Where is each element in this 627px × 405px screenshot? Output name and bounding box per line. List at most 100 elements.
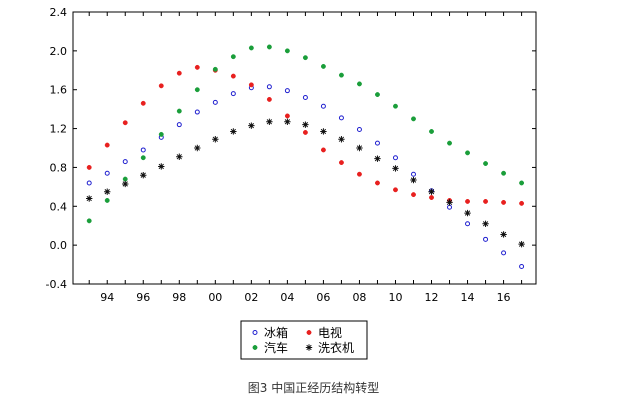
- data-point: [302, 55, 308, 61]
- x-tick-label: 16: [497, 291, 511, 304]
- data-point: [122, 176, 128, 182]
- data-point: [411, 192, 416, 198]
- x-tick-label: 98: [172, 291, 186, 304]
- data-point: [356, 144, 363, 152]
- data-point: [86, 164, 92, 170]
- data-point: [284, 113, 290, 119]
- x-tick-label: 14: [461, 291, 475, 304]
- x-tick-label: 12: [425, 291, 439, 304]
- legend-marker: [305, 344, 313, 351]
- data-point: [302, 94, 308, 100]
- data-point: [483, 198, 489, 204]
- data-point: [501, 250, 507, 256]
- legend-label: 洗衣机: [318, 340, 354, 355]
- y-tick-label: -0.4: [46, 278, 67, 291]
- data-point: [483, 236, 489, 242]
- data-point: [104, 142, 110, 148]
- y-axis: -0.4 0.0 0.4 0.8 1.2 1.6 2.0 2.4: [46, 6, 536, 291]
- y-tick-label: 2.0: [50, 45, 68, 58]
- data-point: [158, 83, 164, 89]
- data-point: [248, 45, 254, 51]
- data-point: [447, 140, 452, 146]
- data-point: [194, 144, 201, 152]
- series-0: [86, 84, 525, 270]
- data-point: [122, 120, 128, 126]
- data-point: [501, 199, 507, 205]
- data-point: [158, 163, 165, 170]
- y-tick-label: 2.4: [50, 6, 68, 19]
- legend-marker: [252, 330, 258, 335]
- data-point: [465, 221, 471, 227]
- legend-marker: [252, 345, 258, 350]
- data-point: [212, 136, 219, 143]
- data-point: [212, 99, 218, 105]
- data-point: [356, 81, 362, 87]
- data-point: [374, 140, 380, 146]
- data-point: [266, 96, 272, 102]
- data-point: [266, 118, 273, 125]
- data-point: [302, 130, 308, 135]
- data-point: [284, 118, 291, 125]
- data-point: [518, 240, 525, 248]
- data-point: [320, 147, 326, 153]
- data-point: [338, 72, 344, 78]
- figure-caption: 图3 中国正经历结构转型: [247, 381, 380, 395]
- data-point: [320, 128, 327, 135]
- data-point: [140, 100, 146, 106]
- legend-label: 冰箱: [264, 325, 288, 340]
- data-point: [410, 176, 417, 184]
- x-tick-label: 04: [280, 291, 294, 304]
- data-point: [140, 155, 146, 161]
- data-point: [519, 180, 525, 186]
- data-point: [194, 109, 200, 115]
- series-2: [86, 44, 525, 224]
- data-point: [338, 160, 344, 166]
- data-point: [230, 54, 236, 60]
- data-point: [176, 122, 182, 128]
- data-point: [356, 171, 362, 177]
- data-point: [122, 180, 129, 188]
- data-point: [104, 198, 110, 203]
- data-point: [140, 147, 146, 153]
- data-point: [393, 103, 398, 109]
- data-point: [176, 153, 183, 160]
- legend-box: [240, 320, 368, 360]
- data-point: [483, 161, 489, 166]
- data-point: [465, 150, 470, 156]
- data-point: [212, 66, 218, 72]
- data-point: [465, 198, 470, 204]
- data-point: [429, 129, 434, 134]
- y-tick-label: 0.0: [50, 239, 68, 252]
- data-point: [104, 170, 110, 176]
- data-point: [86, 180, 92, 186]
- data-point: [248, 82, 254, 88]
- data-point: [230, 91, 236, 97]
- data-point: [122, 159, 128, 165]
- data-point: [158, 131, 164, 137]
- data-point: [230, 128, 237, 135]
- data-point: [176, 108, 182, 114]
- data-point: [140, 172, 147, 179]
- data-point: [447, 204, 453, 210]
- x-tick-label: 10: [388, 291, 402, 304]
- y-tick-label: 1.6: [50, 84, 68, 97]
- x-tick-label: 94: [100, 291, 114, 304]
- data-point: [266, 44, 272, 50]
- data-point: [86, 218, 92, 224]
- y-tick-label: 1.2: [50, 123, 68, 136]
- data-point: [338, 115, 344, 121]
- data-point: [500, 231, 507, 238]
- x-tick-label: 00: [208, 291, 222, 304]
- series-layer: [86, 44, 525, 270]
- data-point: [248, 122, 255, 129]
- legend-label: 电视: [318, 325, 342, 340]
- data-point: [356, 127, 362, 133]
- data-point: [519, 200, 525, 206]
- x-tick-label: 08: [352, 291, 366, 304]
- data-point: [86, 195, 93, 202]
- data-point: [176, 70, 182, 76]
- x-tick-label: 06: [316, 291, 330, 304]
- data-point: [375, 92, 380, 98]
